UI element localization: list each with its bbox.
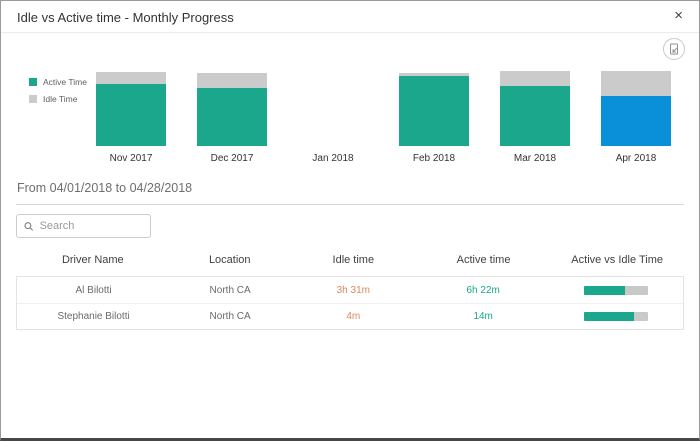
idle-cell: 4m <box>346 311 361 322</box>
bar-category-label: Nov 2017 <box>109 153 153 164</box>
idle-segment <box>500 71 570 86</box>
idle-segment <box>601 71 671 96</box>
bar-category-label: Feb 2018 <box>412 153 456 164</box>
dialog-titlebar: Idle vs Active time - Monthly Progress × <box>1 1 699 33</box>
legend-item: Active Time <box>29 77 87 87</box>
date-range-row: From 04/01/2018 to 04/28/2018 <box>1 166 699 204</box>
active-segment <box>197 88 267 146</box>
legend-label: Idle Time <box>43 94 78 104</box>
active-vs-idle-bar <box>584 312 649 321</box>
bar-category-label: Jan 2018 <box>312 153 354 164</box>
date-range-label: From 04/01/2018 to 04/28/2018 <box>17 181 193 195</box>
bar-category-label: Dec 2017 <box>210 153 254 164</box>
bar-stack <box>601 71 671 146</box>
active-vs-idle-cell <box>550 312 683 321</box>
chart-bar[interactable]: Feb 2018 <box>399 71 469 164</box>
bar-stack <box>399 71 469 146</box>
driver-cell: Stephanie Bilotti <box>57 311 130 322</box>
search-row <box>1 205 699 242</box>
bar-category-label: Mar 2018 <box>513 153 557 164</box>
chart-bar[interactable]: Jan 2018 <box>298 71 368 164</box>
column-header: Driver Name <box>61 254 124 266</box>
legend-item: Idle Time <box>29 94 87 104</box>
chart-legend: Active Time Idle Time <box>29 77 87 111</box>
bar-category-label: Apr 2018 <box>615 153 657 164</box>
active-vs-idle-cell <box>550 285 683 295</box>
bar-stack <box>197 71 267 146</box>
location-cell: North CA <box>209 311 251 322</box>
table-header: Driver Name Location Idle time Active time A… <box>16 246 684 274</box>
active-vs-idle-bar <box>584 285 649 295</box>
active-segment <box>500 86 570 146</box>
location-cell: North CA <box>209 284 251 296</box>
legend-swatch-icon <box>29 78 37 86</box>
active-ratio-fill <box>584 285 626 295</box>
bar-stack <box>500 71 570 146</box>
idle-segment <box>96 71 166 84</box>
chart-bars: Nov 2017 Dec 2017 Jan 2018 Feb 2018 Mar 2018… <box>96 71 671 164</box>
chart-bar[interactable]: Apr 2018 <box>601 71 671 164</box>
chart-section: Active Time Idle Time Nov 2017 Dec 2017 Jan… <box>1 33 699 166</box>
chart-bar[interactable]: Mar 2018 <box>500 71 570 164</box>
active-segment <box>601 95 671 146</box>
active-cell: 6h 22m <box>466 284 500 296</box>
search-box[interactable] <box>16 214 151 238</box>
table-body: Al Bilotti North CA 3h 31m 6h 22m Stephanie … <box>16 276 684 330</box>
legend-swatch-icon <box>29 95 37 103</box>
driver-cell: Al Bilotti <box>75 284 112 296</box>
active-segment <box>96 83 166 146</box>
search-input[interactable] <box>39 220 143 232</box>
active-ratio-fill <box>584 312 635 321</box>
bar-stack <box>96 71 166 146</box>
dialog-title: Idle vs Active time - Monthly Progress <box>17 10 234 25</box>
bar-stack <box>298 71 368 146</box>
column-header: Idle time <box>332 254 375 266</box>
chart-bar[interactable]: Nov 2017 <box>96 71 166 164</box>
table-row[interactable]: Stephanie Bilotti North CA 4m 14m <box>17 303 683 329</box>
idle-segment <box>197 72 267 89</box>
export-report-icon <box>670 43 678 55</box>
section-divider <box>16 204 684 205</box>
column-header: Active time <box>456 254 511 266</box>
active-cell: 14m <box>473 311 493 322</box>
search-icon <box>24 221 34 231</box>
chart-bar[interactable]: Dec 2017 <box>197 71 267 164</box>
active-segment <box>399 76 469 146</box>
idle-segment <box>399 73 469 77</box>
legend-label: Active Time <box>43 77 87 87</box>
close-icon[interactable]: × <box>674 7 683 24</box>
column-header: Location <box>208 254 251 266</box>
idle-cell: 3h 31m <box>336 284 370 296</box>
table-row[interactable]: Al Bilotti North CA 3h 31m 6h 22m <box>17 277 683 303</box>
column-header: Active vs Idle Time <box>571 254 663 266</box>
export-button[interactable] <box>663 38 685 60</box>
